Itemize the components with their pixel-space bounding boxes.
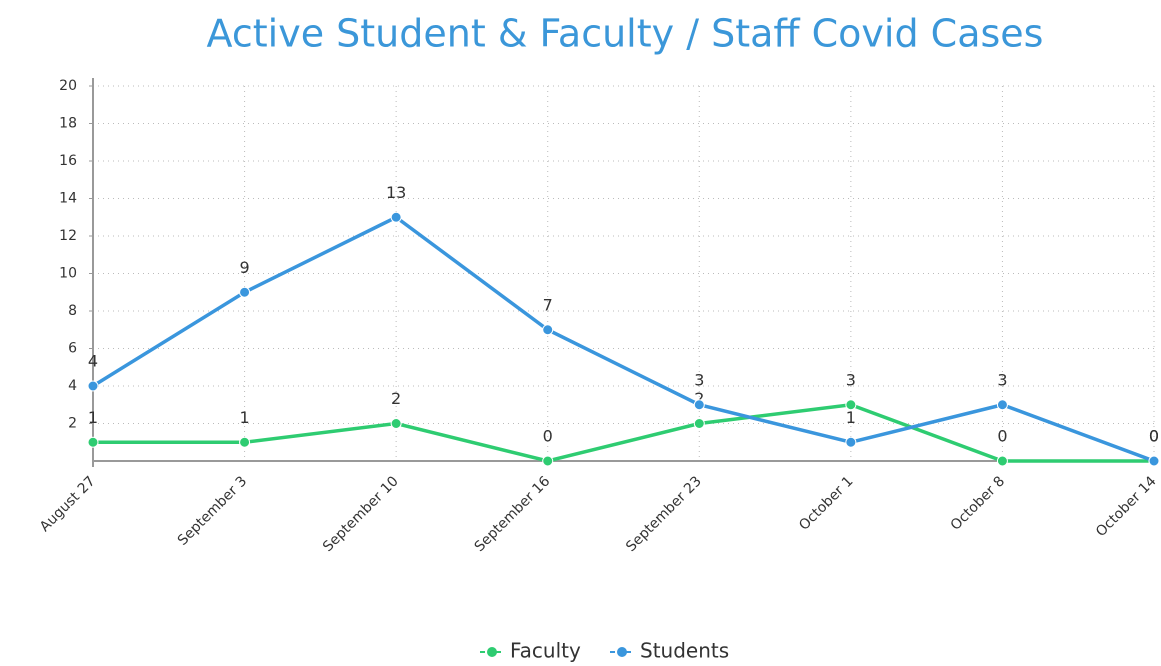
data-label: 0 xyxy=(1149,427,1159,446)
chart-title: Active Student & Faculty / Staff Covid C… xyxy=(207,12,1044,56)
point xyxy=(239,286,251,298)
data-label: 4 xyxy=(88,352,98,371)
x-tick-label: October 14 xyxy=(1093,473,1160,540)
y-tick-label: 10 xyxy=(59,266,77,282)
x-tick-label: October 8 xyxy=(948,473,1008,533)
data-label: 3 xyxy=(846,370,856,389)
data-label: 1 xyxy=(846,408,856,427)
y-tick-label: 4 xyxy=(68,378,77,394)
y-tick-label: 16 xyxy=(59,153,77,169)
legend-label: Students xyxy=(640,639,729,663)
y-tick-label: 6 xyxy=(68,341,77,357)
data-label: 13 xyxy=(386,183,406,202)
data-label: 3 xyxy=(997,370,1007,389)
x-tick-label: September 10 xyxy=(320,473,402,555)
data-label: 0 xyxy=(1149,427,1159,446)
series-line xyxy=(92,215,1155,463)
point xyxy=(542,455,554,467)
x-tick-label: September 3 xyxy=(175,473,250,548)
point xyxy=(996,455,1008,467)
y-tick-label: 18 xyxy=(59,116,77,132)
y-tick-label: 20 xyxy=(59,78,77,94)
data-label: 2 xyxy=(391,389,401,408)
point xyxy=(845,436,857,448)
data-label: 1 xyxy=(88,408,98,427)
point xyxy=(693,418,705,429)
y-tick-label: 2 xyxy=(68,416,77,432)
y-tick-label: 14 xyxy=(59,191,77,207)
x-tick-label: September 16 xyxy=(472,473,554,555)
data-label: 9 xyxy=(239,258,249,277)
y-tick-label: 12 xyxy=(59,228,77,244)
legend-marker xyxy=(617,647,627,657)
point xyxy=(390,418,402,429)
x-tick-label: October 1 xyxy=(796,473,856,533)
data-label: 0 xyxy=(997,427,1007,446)
data-label: 1 xyxy=(239,408,249,427)
data-label: 0 xyxy=(543,427,553,446)
point xyxy=(693,399,705,411)
x-tick-label: August 27 xyxy=(37,473,99,535)
point xyxy=(87,436,99,448)
data-label: 7 xyxy=(543,295,553,314)
point xyxy=(1148,455,1160,467)
point xyxy=(996,399,1008,411)
point xyxy=(390,211,402,223)
y-tick-label: 8 xyxy=(68,303,77,319)
data-label: 3 xyxy=(694,370,704,389)
series-line xyxy=(93,402,1154,463)
point xyxy=(542,324,554,336)
point xyxy=(239,436,251,448)
data-label: 2 xyxy=(694,389,704,408)
point xyxy=(845,399,857,411)
x-tick-label: September 23 xyxy=(623,473,705,555)
legend-label: Faculty xyxy=(510,639,581,663)
point xyxy=(87,380,99,392)
legend-marker xyxy=(487,647,497,657)
